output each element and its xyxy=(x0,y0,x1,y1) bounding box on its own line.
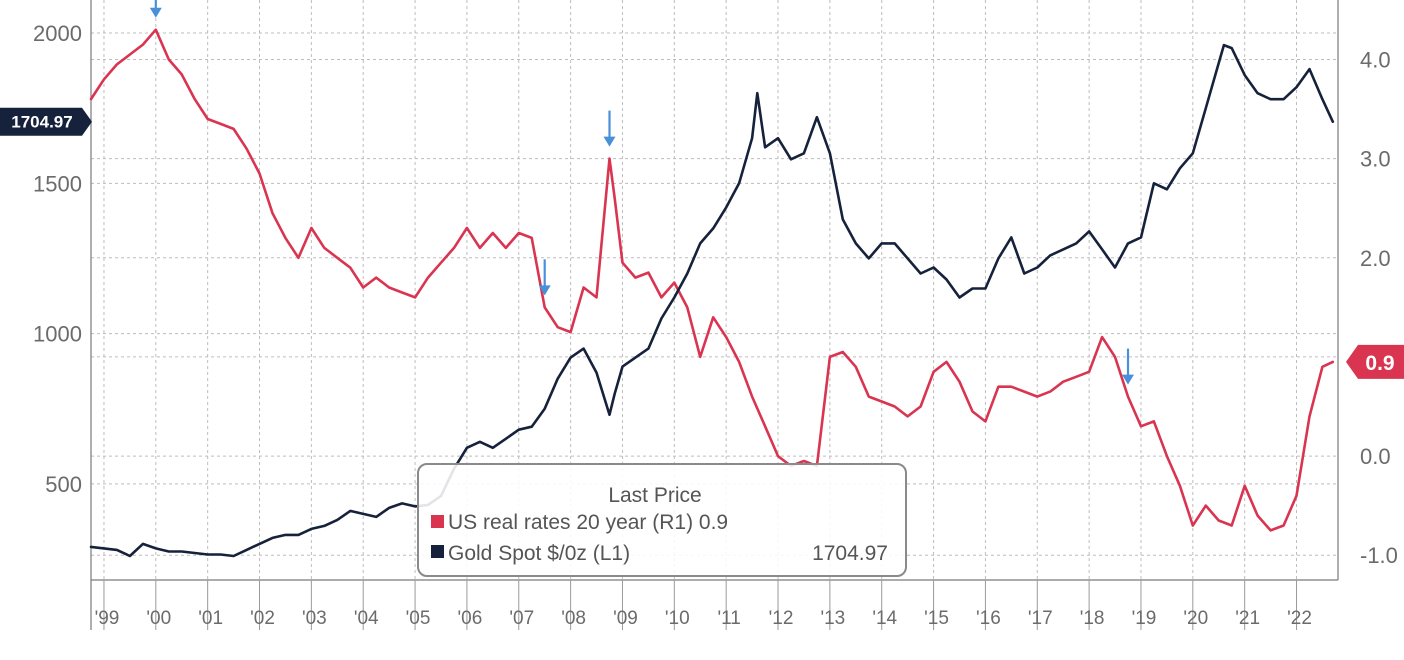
annotation-layer xyxy=(149,0,1135,385)
legend-label-real-rates: US real rates 20 year (R1) 0.9 xyxy=(448,511,728,534)
axis-layer: '99 '00 '01 '02 '03 '04 '05 '06 '07 '08 '09 '10 '11 '… xyxy=(33,0,1398,630)
x-tick-label: '17 xyxy=(1028,608,1053,629)
series-layer xyxy=(89,28,1335,558)
x-tick-label: '10 xyxy=(665,608,690,629)
x-tick-label: '00 xyxy=(146,608,171,629)
legend-box xyxy=(417,463,907,577)
annotation-arrow-icon xyxy=(603,110,616,147)
x-tick-label: '05 xyxy=(406,608,431,629)
x-tick-label: '08 xyxy=(561,608,586,629)
x-tick-label: '18 xyxy=(1080,608,1105,629)
x-tick-label: '09 xyxy=(613,608,638,629)
x-tick-label: '21 xyxy=(1235,608,1260,629)
right-tick-label: 3.0 xyxy=(1360,147,1391,172)
legend-swatch-gold xyxy=(431,545,444,558)
left-axis-last-value-flag: 1704.97 xyxy=(0,107,92,136)
x-tick-label: '99 xyxy=(95,608,120,629)
left-tick-label: 500 xyxy=(45,472,82,497)
right-axis-last-value-flag: 0.9 xyxy=(1346,344,1404,379)
right-tick-label: 2.0 xyxy=(1360,246,1391,271)
legend-title: Last Price xyxy=(608,484,701,507)
left-axis-last-value-label: 1704.97 xyxy=(11,113,72,132)
annotation-arrow-icon xyxy=(538,259,551,296)
left-tick-label: 1500 xyxy=(33,171,82,196)
series-line-real-rates xyxy=(89,28,1335,532)
x-tick-label: '22 xyxy=(1287,608,1312,629)
legend-swatch-real-rates xyxy=(431,515,444,528)
legend: Last Price US real rates 20 year (R1) 0.… xyxy=(417,463,907,577)
legend-label-gold: Gold Spot $/0z (L1) xyxy=(448,542,630,565)
x-tick-label: '19 xyxy=(1132,608,1157,629)
x-tick-label: '07 xyxy=(509,608,534,629)
x-tick-label: '04 xyxy=(354,608,379,629)
x-tick-label: '12 xyxy=(769,608,794,629)
right-tick-label: 0.0 xyxy=(1360,444,1391,469)
x-tick-label: '20 xyxy=(1183,608,1208,629)
x-tick-label: '01 xyxy=(198,608,223,629)
left-tick-label: 2000 xyxy=(33,21,82,46)
x-tick-label: '16 xyxy=(976,608,1001,629)
x-tick-label: '06 xyxy=(458,608,483,629)
right-tick-label: -1.0 xyxy=(1360,543,1398,568)
x-tick-label: '11 xyxy=(717,608,740,629)
left-tick-label: 1000 xyxy=(33,322,82,347)
x-tick-label: '03 xyxy=(302,608,327,629)
x-tick-label: '15 xyxy=(924,608,949,629)
annotation-arrow-icon xyxy=(149,0,162,18)
x-tick-label: '14 xyxy=(872,608,897,629)
x-tick-label: '13 xyxy=(820,608,845,629)
grid-layer xyxy=(91,0,1338,580)
right-axis-last-value-label: 0.9 xyxy=(1365,352,1394,375)
right-tick-label: 4.0 xyxy=(1360,47,1391,72)
legend-value-gold: 1704.97 xyxy=(812,542,888,565)
x-tick-label: '02 xyxy=(250,608,275,629)
annotation-arrow-icon xyxy=(1122,348,1135,385)
series-line-gold xyxy=(89,43,1335,558)
